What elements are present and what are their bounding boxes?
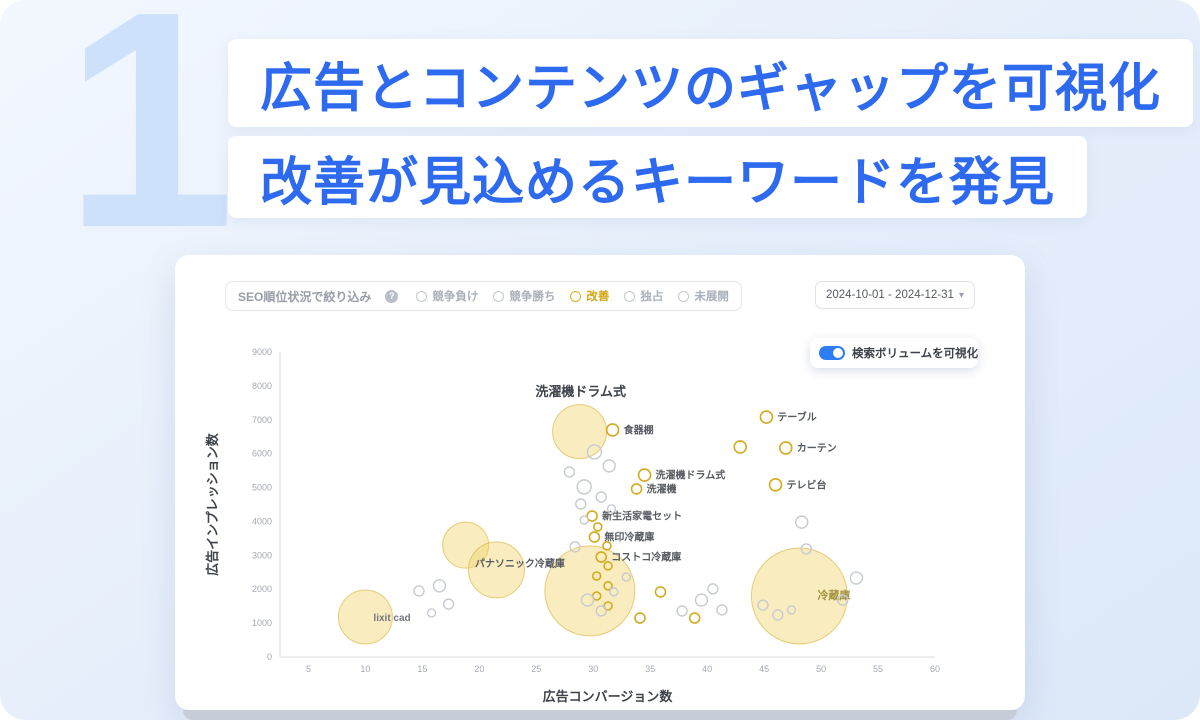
svg-text:45: 45 [759, 664, 769, 674]
svg-text:テレビ台: テレビ台 [787, 478, 827, 491]
svg-text:洗濯機ドラム式: 洗濯機ドラム式 [535, 384, 626, 399]
filter-option-label: 未展開 [694, 291, 729, 303]
card-bottom-edge [183, 710, 1017, 720]
svg-text:カーテン: カーテン [797, 442, 837, 454]
filter-option-label: 競争勝ち [509, 291, 556, 303]
svg-text:50: 50 [816, 664, 826, 674]
svg-text:7000: 7000 [252, 415, 272, 425]
date-range-picker[interactable]: 2024-10-01 - 2024-12-31 ▾ [815, 281, 975, 309]
filter-option[interactable]: 改善 [570, 288, 609, 304]
svg-text:コストコ冷蔵庫: コストコ冷蔵庫 [611, 551, 681, 564]
bubble-chart: 0 1000 2000 3000 4000 5000 6000 7000 8000 9000 5 10… [205, 347, 940, 704]
svg-text:パナソニック冷蔵庫: パナソニック冷蔵庫 [475, 557, 565, 570]
filter-options: 競争負け 競争勝ち 改善 独占 未展開 [416, 288, 729, 304]
radio-icon [493, 290, 505, 302]
svg-text:5: 5 [306, 664, 311, 674]
svg-text:広告コンバージョン数: 広告コンバージョン数 [543, 689, 674, 704]
svg-text:10: 10 [360, 664, 370, 674]
svg-text:無印冷蔵庫: 無印冷蔵庫 [604, 531, 654, 544]
svg-text:5000: 5000 [252, 483, 272, 493]
filter-option-label: 独占 [640, 291, 664, 303]
filter-option[interactable]: 競争負け [416, 288, 478, 304]
svg-text:4000: 4000 [252, 516, 272, 526]
filter-option-label: 競争負け [432, 291, 479, 303]
svg-text:35: 35 [645, 664, 655, 674]
filter-option-label: 改善 [586, 291, 610, 303]
toggle-switch-icon[interactable] [819, 346, 845, 360]
svg-text:1000: 1000 [252, 618, 272, 628]
svg-text:広告インプレッション数: 広告インプレッション数 [205, 432, 220, 576]
svg-text:25: 25 [531, 664, 541, 674]
svg-text:0: 0 [267, 652, 272, 662]
filter-option[interactable]: 競争勝ち [493, 288, 555, 304]
search-volume-toggle[interactable]: 検索ボリュームを可視化 [810, 338, 978, 368]
svg-text:2000: 2000 [252, 584, 272, 594]
svg-text:20: 20 [474, 664, 484, 674]
radio-icon [570, 290, 582, 302]
svg-text:30: 30 [588, 664, 598, 674]
radio-icon [624, 290, 636, 302]
step-number: 1 [64, 0, 236, 292]
headline-line-1: 広告とコンテンツのギャップを可視化 [228, 39, 1194, 127]
svg-text:40: 40 [702, 664, 712, 674]
svg-text:6000: 6000 [252, 449, 272, 459]
svg-text:冷蔵庫: 冷蔵庫 [817, 588, 850, 602]
svg-text:15: 15 [417, 664, 427, 674]
filter-label: SEO順位状況で絞り込み [238, 289, 372, 304]
svg-text:8000: 8000 [252, 381, 272, 391]
svg-text:洗濯機ドラム式: 洗濯機ドラム式 [656, 469, 726, 482]
date-range-value: 2024-10-01 - 2024-12-31 [826, 289, 954, 301]
toggle-label: 検索ボリュームを可視化 [852, 348, 979, 360]
svg-text:新生活家電セット: 新生活家電セット [602, 510, 682, 523]
radio-icon [678, 290, 690, 302]
headline-line-2: 改善が見込めるキーワードを発見 [228, 136, 1088, 218]
svg-text:テーブル: テーブル [777, 411, 816, 424]
help-icon[interactable]: ? [385, 289, 399, 303]
chevron-down-icon: ▾ [958, 289, 964, 301]
filter-option[interactable]: 独占 [624, 288, 663, 304]
svg-text:食器棚: 食器棚 [623, 423, 654, 436]
svg-text:9000: 9000 [252, 347, 272, 357]
svg-text:3000: 3000 [252, 550, 272, 560]
radio-icon [416, 290, 428, 302]
svg-text:洗濯機: 洗濯機 [647, 482, 677, 495]
filter-option[interactable]: 未展開 [678, 288, 729, 304]
svg-text:55: 55 [873, 664, 883, 674]
svg-text:lixit cad: lixit cad [373, 613, 410, 624]
chart-card: SEO順位状況で絞り込み ? 競争負け 競争勝ち 改善 独占 [175, 255, 1025, 710]
svg-text:60: 60 [930, 664, 940, 674]
seo-filter-bar: SEO順位状況で絞り込み ? 競争負け 競争勝ち 改善 独占 [225, 281, 742, 311]
